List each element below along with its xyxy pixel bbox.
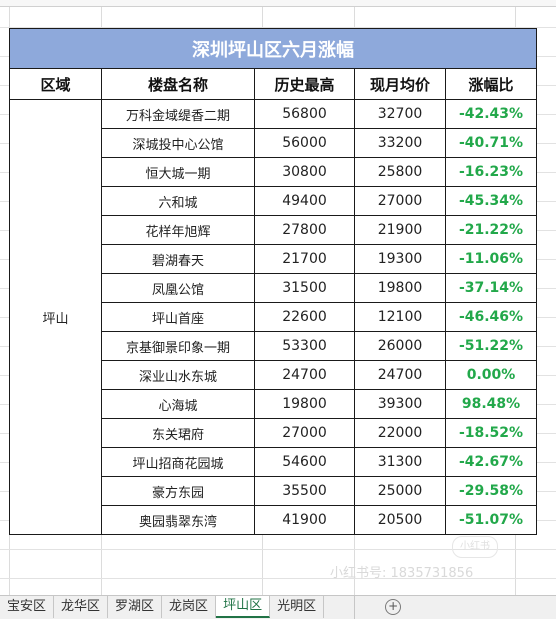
change-ratio-cell[interactable]: -51.22% [445,331,537,361]
change-ratio-cell[interactable]: -42.67% [445,447,537,477]
project-name-cell[interactable]: 奥园翡翠东湾 [101,505,255,535]
table-row: 凤凰公馆 31500 19800 -37.14% [10,273,537,303]
current-average-cell[interactable]: 39300 [354,389,446,419]
table-row: 豪方东园 35500 25000 -29.58% [10,476,537,506]
add-sheet-icon[interactable]: + [385,599,402,615]
project-name-cell[interactable]: 豪方东园 [101,476,255,506]
project-name-cell[interactable]: 深城投中心公馆 [101,128,255,158]
historical-high-cell[interactable]: 22600 [254,302,355,332]
project-name-cell[interactable]: 坪山招商花园城 [101,447,255,477]
table-row: 坪山 万科金域缇香二期 56800 32700 -42.43% [9,99,537,535]
change-ratio-cell[interactable]: -18.52% [445,418,537,448]
change-ratio-cell[interactable]: -21.22% [445,215,537,245]
table-row: 碧湖春天 21700 19300 -11.06% [10,244,537,274]
historical-high-cell[interactable]: 54600 [254,447,355,477]
historical-high-cell[interactable]: 27000 [254,418,355,448]
change-ratio-cell[interactable]: -11.06% [445,244,537,274]
project-name-cell[interactable]: 六和城 [101,186,255,216]
sheet-tab[interactable]: 龙岗区 [162,596,217,618]
change-ratio-cell[interactable]: -42.43% [445,99,537,129]
current-average-cell[interactable]: 19800 [354,273,446,303]
header-current-average[interactable]: 现月均价 [354,68,446,100]
table-row: 深城投中心公馆 56000 33200 -40.71% [10,128,537,158]
change-ratio-cell[interactable]: -45.34% [445,186,537,216]
project-name-cell[interactable]: 坪山首座 [101,302,255,332]
project-name-cell[interactable]: 碧湖春天 [101,244,255,274]
current-average-cell[interactable]: 27000 [354,186,446,216]
change-ratio-cell[interactable]: -29.58% [445,476,537,506]
project-name-cell[interactable]: 花样年旭辉 [101,215,255,245]
historical-high-cell[interactable]: 41900 [254,505,355,535]
historical-high-cell[interactable]: 27800 [254,215,355,245]
sheet-tab[interactable]: 光明区 [270,596,325,618]
sheet-tab[interactable]: 罗湖区 [108,596,163,618]
project-name-cell[interactable]: 京基御景印象一期 [101,331,255,361]
historical-high-cell[interactable]: 31500 [254,273,355,303]
current-average-cell[interactable]: 24700 [354,360,446,390]
header-region[interactable]: 区域 [9,68,102,100]
change-ratio-cell[interactable]: 0.00% [445,360,537,390]
current-average-cell[interactable]: 25800 [354,157,446,187]
current-average-cell[interactable]: 25000 [354,476,446,506]
current-average-cell[interactable]: 21900 [354,215,446,245]
table-row: 奥园翡翠东湾 41900 20500 -51.07% [10,505,537,535]
header-row: 区域 楼盘名称 历史最高 现月均价 涨幅比 [9,68,537,100]
change-ratio-cell[interactable]: -46.46% [445,302,537,332]
table-title[interactable]: 深圳坪山区六月涨幅 [9,28,537,69]
historical-high-cell[interactable]: 53300 [254,331,355,361]
table-row: 东关珺府 27000 22000 -18.52% [10,418,537,448]
watermark-logo: 小红书 [452,536,498,558]
project-name-cell[interactable]: 深业山水东城 [101,360,255,390]
current-average-cell[interactable]: 12100 [354,302,446,332]
table-row: 六和城 49400 27000 -45.34% [10,186,537,216]
project-name-cell[interactable]: 凤凰公馆 [101,273,255,303]
historical-high-cell[interactable]: 35500 [254,476,355,506]
table-row: 心海城 19800 39300 98.48% [10,389,537,419]
project-name-cell[interactable]: 心海城 [101,389,255,419]
table-body: 坪山 万科金域缇香二期 56800 32700 -42.43% 深城投中心公馆 56000 3… [9,99,537,535]
project-name-cell[interactable]: 恒大城一期 [101,157,255,187]
data-table: 深圳坪山区六月涨幅 区域 楼盘名称 历史最高 现月均价 涨幅比 坪山 万科金域缇香… [9,28,537,535]
change-ratio-cell[interactable]: -51.07% [445,505,537,535]
historical-high-cell[interactable]: 30800 [254,157,355,187]
tab-spacer [324,596,356,619]
current-average-cell[interactable]: 22000 [354,418,446,448]
spreadsheet-grid[interactable]: 深圳坪山区六月涨幅 区域 楼盘名称 历史最高 现月均价 涨幅比 坪山 万科金域缇香… [0,0,556,595]
table-row: 恒大城一期 30800 25800 -16.23% [10,157,537,187]
sheet-tab[interactable]: 龙华区 [54,596,109,618]
change-ratio-cell[interactable]: -16.23% [445,157,537,187]
header-change-ratio[interactable]: 涨幅比 [445,68,537,100]
sheet-tab[interactable]: 宝安区 [0,596,55,618]
sheet-tab-bar: 宝安区 龙华区 罗湖区 龙岗区 坪山区 光明区 + [0,595,556,619]
current-average-cell[interactable]: 26000 [354,331,446,361]
project-name-cell[interactable]: 东关珺府 [101,418,255,448]
current-average-cell[interactable]: 31300 [354,447,446,477]
historical-high-cell[interactable]: 49400 [254,186,355,216]
change-ratio-cell[interactable]: -40.71% [445,128,537,158]
sheet-tabs: 宝安区 龙华区 罗湖区 龙岗区 坪山区 光明区 [0,596,356,619]
change-ratio-cell[interactable]: -37.14% [445,273,537,303]
current-average-cell[interactable]: 33200 [354,128,446,158]
change-ratio-cell[interactable]: 98.48% [445,389,537,419]
header-historical-high[interactable]: 历史最高 [254,68,355,100]
table-row: 花样年旭辉 27800 21900 -21.22% [10,215,537,245]
historical-high-cell[interactable]: 24700 [254,360,355,390]
watermark-id: 小红书号: 1835731856 [330,566,474,581]
project-name-cell[interactable]: 万科金域缇香二期 [101,99,255,129]
historical-high-cell[interactable]: 21700 [254,244,355,274]
header-project-name[interactable]: 楼盘名称 [101,68,255,100]
previous-row-strip [0,0,556,7]
current-average-cell[interactable]: 20500 [354,505,446,535]
historical-high-cell[interactable]: 56000 [254,128,355,158]
region-cell[interactable]: 坪山 [9,99,102,535]
sheet-tab[interactable]: 坪山区 [216,596,271,618]
historical-high-cell[interactable]: 56800 [254,99,355,129]
current-average-cell[interactable]: 32700 [354,99,446,129]
historical-high-cell[interactable]: 19800 [254,389,355,419]
current-average-cell[interactable]: 19300 [354,244,446,274]
